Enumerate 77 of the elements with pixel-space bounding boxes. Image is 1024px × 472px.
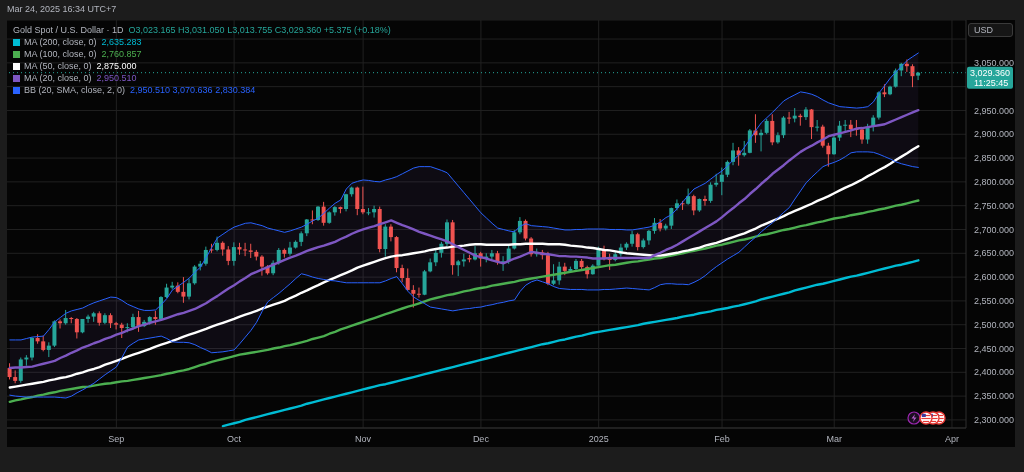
candlestick [775, 131, 780, 145]
candlestick [416, 287, 421, 299]
y-tick-label: 2,800.000 [974, 177, 1015, 188]
y-tick-label: 2,400.000 [974, 367, 1015, 378]
legend-label: MA (20, close, 0) [24, 72, 92, 84]
x-tick-label: Dec [472, 434, 490, 445]
candlestick [815, 119, 820, 132]
x-tick-label: Sep [108, 434, 125, 445]
y-tick-label: 2,600.000 [974, 272, 1015, 283]
candlestick [74, 317, 79, 339]
x-tick-label: Mar [826, 434, 842, 445]
candlestick [489, 249, 494, 262]
candlestick [355, 186, 360, 216]
ref-line-label: 3,029.360 [970, 67, 1011, 78]
text: 11:25:45 [974, 78, 1009, 89]
annotation: O3,023.165 H3,031.050 L3,013.755 C3,029.360 +5.375 (+0.18%) [128, 24, 391, 36]
x-tick-label: Oct [227, 434, 242, 445]
line-series [8, 199, 920, 404]
candlestick [719, 167, 724, 196]
candlestick [523, 218, 528, 241]
candlestick [691, 194, 696, 216]
candlestick [910, 63, 915, 88]
x-tick-label: Nov [355, 434, 372, 445]
y-tick-label: 2,650.000 [974, 248, 1015, 259]
x-tick-label: 2025 [588, 434, 609, 445]
candlestick [187, 278, 192, 300]
y-tick-label: 2,900.000 [974, 129, 1015, 140]
annotation: 2,950.510 [96, 72, 137, 84]
candlestick [831, 134, 836, 156]
currency-button: USD [968, 23, 1013, 37]
candlestick [243, 242, 248, 257]
y-tick-label: 2,450.000 [974, 343, 1015, 354]
candlestick [58, 318, 63, 329]
candlestick [781, 115, 786, 139]
y-tick-label: 2,550.000 [974, 296, 1015, 307]
candlestick [809, 108, 814, 140]
candlestick [114, 321, 119, 330]
candlestick [259, 254, 264, 277]
candlestick [226, 245, 231, 266]
line-series [9, 52, 919, 341]
y-tick-label: 2,300.000 [974, 415, 1015, 426]
candlestick [372, 205, 377, 219]
y-tick-label: 2,750.000 [974, 200, 1015, 211]
candlestick [411, 284, 416, 309]
candlestick [445, 218, 449, 248]
annotation: 2,875.000 [96, 60, 137, 72]
line-series [221, 259, 920, 428]
annotation: 2,760.857 [101, 48, 142, 60]
legend-label: MA (100, close, 0) [24, 48, 97, 60]
x-tick-label: Feb [714, 434, 730, 445]
legend-label: MA (200, close, 0) [24, 36, 97, 48]
text: Gold Spot / U.S. Dollar · 1D [13, 24, 124, 36]
candlestick [787, 111, 792, 125]
y-tick-label: 2,350.000 [974, 391, 1015, 402]
candlestick [231, 241, 236, 267]
y-tick-label: 3,050.000 [974, 58, 1015, 69]
y-tick-label: 2,700.000 [974, 224, 1015, 235]
text: Mar 24, 2025 16:34 UTC+7 [7, 4, 117, 14]
candlestick [770, 113, 775, 146]
y-tick-label: 2,500.000 [974, 319, 1015, 330]
annotation: 2,950.510 3,070.636 2,830.384 [130, 84, 256, 96]
y-tick-label: 2,950.000 [974, 105, 1015, 116]
x-tick-label: Apr [944, 434, 959, 445]
annotation: 2,635.283 [101, 36, 142, 48]
y-tick-label: 2,850.000 [974, 153, 1015, 164]
candlestick [383, 223, 388, 258]
candlestick [422, 269, 427, 296]
candlestick [826, 142, 831, 168]
candlestick [708, 181, 713, 204]
legend-label: BB (20, SMA, close, 2, 0) [24, 84, 126, 96]
candlestick [287, 241, 292, 257]
candlestick [803, 106, 808, 121]
legend-label: MA (50, close, 0) [24, 60, 92, 72]
candlestick [181, 276, 186, 304]
candlestick [702, 195, 707, 207]
candlestick [551, 263, 556, 286]
candlestick [360, 186, 365, 215]
